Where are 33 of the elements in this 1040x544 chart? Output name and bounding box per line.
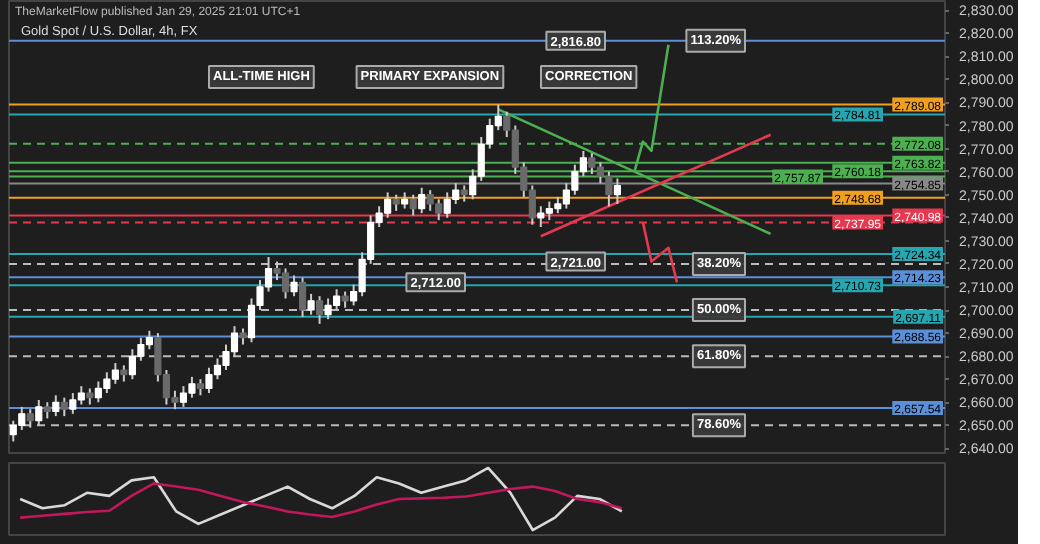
candlestick [18,405,26,431]
candlestick [60,396,68,418]
candlestick [26,408,34,429]
candlestick [145,329,153,351]
candlestick [409,193,417,217]
candlestick [298,276,307,318]
candlestick [613,177,621,205]
candlestick [69,392,77,415]
candlestick [213,357,222,381]
candlestick [316,295,324,325]
candlestick [94,380,102,404]
candlestick [281,267,290,300]
candlestick [111,362,119,385]
candlestick [605,170,613,208]
candlestick [435,198,443,222]
candlestick [205,366,213,395]
candlestick [179,385,188,408]
candlestick [545,200,553,222]
candlestick [290,274,298,298]
candlestick [188,375,196,399]
candlestick [588,152,596,175]
candlestick [77,385,85,406]
candlestick [230,325,239,358]
candlestick [324,297,332,321]
candlestick [52,394,60,418]
candlestick [384,191,392,219]
candlestick [426,189,434,212]
candlestick [9,419,17,443]
candlestick [418,186,426,215]
candlestick [307,292,315,316]
candlestick [35,398,43,427]
candlestick [443,191,451,219]
candlestick [103,371,111,395]
